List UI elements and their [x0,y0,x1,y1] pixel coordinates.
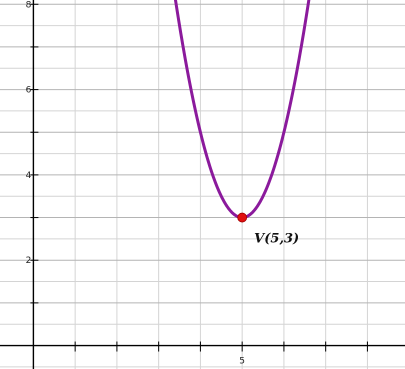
y-tick-label: 6 [26,86,32,96]
y-tick-label: 2 [26,256,32,266]
x-tick-label: 5 [239,357,245,367]
vertex-point [237,212,248,223]
vertex-label: V(5,3) [254,232,299,247]
y-tick-label: 4 [26,171,32,181]
point-layer: V(5,3) [237,212,299,247]
y-tick-label: 8 [26,0,32,10]
axis-ticks: 5 2 4 6 8 [26,0,368,367]
